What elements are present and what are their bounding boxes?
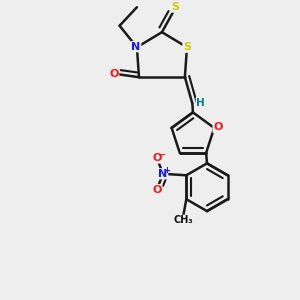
Text: +: + [163, 166, 170, 175]
Text: N: N [131, 42, 141, 52]
Text: O: O [152, 184, 162, 195]
Text: O: O [109, 69, 119, 79]
Text: −: − [158, 150, 166, 160]
Text: N: N [158, 169, 168, 179]
Text: O: O [213, 122, 223, 132]
Text: S: S [171, 2, 179, 12]
Text: H: H [196, 98, 205, 108]
Text: S: S [183, 42, 191, 52]
Text: CH₃: CH₃ [173, 215, 193, 225]
Text: O: O [152, 153, 162, 163]
